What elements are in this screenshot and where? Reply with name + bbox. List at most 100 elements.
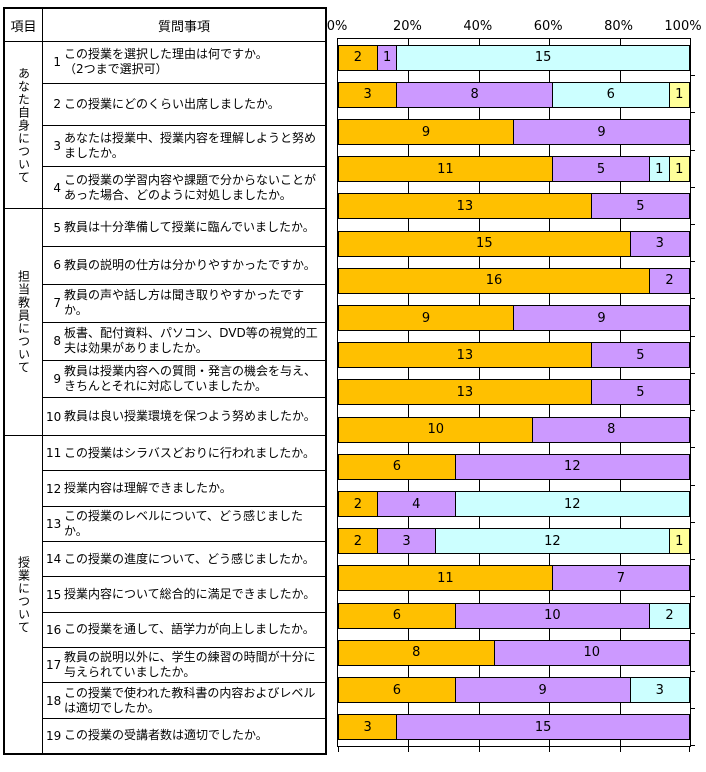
segment-value-label: 5 [636, 198, 645, 214]
bar-segment: 3 [630, 678, 689, 703]
question-text: この授業の進度について、どう感じましたか。 [64, 551, 315, 566]
segment-value-label: 8 [412, 645, 421, 661]
bar-row: 6 12 [338, 448, 690, 485]
segment-value-label: 5 [596, 161, 606, 177]
category-axis-tick [690, 707, 695, 709]
group-cell: 担当教員について [5, 209, 43, 436]
question-number: 13 [46, 516, 62, 531]
stacked-bar: 3 15 [338, 714, 690, 741]
segment-value-label: 1 [675, 161, 684, 177]
question-row: 3 あなたは授業中、授業内容を理解しようと努めましたか。 [43, 126, 325, 168]
bar-row: 13 5 [338, 374, 690, 411]
group-question-column: 11 この授業はシラバスどおりに行われましたか。 12 授業内容は理解できましたか。 1… [43, 436, 325, 753]
question-number: 1 [53, 55, 61, 70]
axis-tick-label: 80% [604, 19, 634, 34]
segment-value-label: 15 [534, 50, 552, 66]
axis-tick-label: 20% [392, 19, 422, 34]
table-header-row: 項目 質問事項 [5, 9, 325, 42]
question-row: 16 この授業を通して、語学力が向上しましたか。 [43, 613, 325, 649]
segment-value-label: 4 [412, 496, 421, 512]
question-row: 17 教員の説明以外に、学生の練習の時間が十分に与えられていましたか。 [43, 648, 325, 684]
category-axis-tick [690, 558, 695, 560]
stacked-bar: 13 5 [338, 342, 690, 369]
question-number: 18 [46, 693, 62, 708]
bar-segment: 12 [455, 454, 689, 479]
question-group-section: 担当教員について 5 教員は十分準備して授業に臨んでいましたか。 6 教員の説明の仕方は… [5, 209, 325, 437]
bar-row: 11 7 [338, 560, 690, 597]
segment-value-label: 6 [606, 87, 615, 103]
segment-value-label: 13 [456, 347, 474, 363]
question-number: 19 [46, 728, 62, 743]
stacked-bar: 2 4 12 [338, 491, 690, 518]
segment-value-label: 11 [437, 570, 454, 586]
stacked-bar: 2 1 15 [338, 44, 690, 71]
category-axis-tick [690, 75, 695, 77]
group-question-column: 1 この授業を選択した理由は何ですか。 （2つまで選択可） 2 この授業にどのくらい出… [43, 42, 325, 208]
category-axis-tick [690, 670, 695, 672]
question-text: 教員は十分準備して授業に臨んでいましたか。 [64, 220, 315, 235]
segment-value-label: 6 [392, 459, 401, 475]
bar-segment: 15 [397, 45, 689, 70]
segment-value-label: 2 [665, 608, 674, 624]
question-text: この授業で使われた教科書の内容およびレベルは適切でしたか。 [64, 685, 316, 715]
question-number: 11 [46, 446, 62, 461]
segment-value-label: 12 [564, 496, 581, 512]
segment-value-label: 5 [636, 347, 645, 363]
category-axis-tick [690, 521, 695, 523]
stacked-bar: 10 8 [338, 416, 690, 443]
segment-value-label: 3 [402, 533, 411, 549]
bar-segment: 2 [339, 492, 378, 517]
question-number: 9 [53, 371, 61, 386]
axis-tick-label: 0% [326, 19, 348, 34]
question-row: 5 教員は十分準備して授業に臨んでいましたか。 [43, 209, 325, 248]
stacked-bar: 11 7 [338, 565, 690, 592]
bar-segment: 9 [339, 120, 514, 144]
bar-row: 11 5 1 1 [338, 151, 690, 188]
category-axis-tick [690, 298, 695, 300]
segment-value-label: 2 [353, 496, 363, 512]
category-axis-tick [690, 447, 695, 449]
question-row: 6 教員の説明の仕方は分かりやすかったですか。 [43, 247, 325, 285]
bar-segment: 13 [339, 380, 592, 405]
segment-value-label: 2 [353, 533, 363, 549]
bar-row: 6 10 2 [338, 597, 690, 634]
bar-segment: 13 [339, 194, 592, 219]
category-axis-tick [690, 372, 695, 374]
segment-value-label: 10 [583, 645, 601, 661]
question-number: 17 [46, 658, 62, 673]
bar-row: 2 3 12 1 [338, 523, 690, 560]
question-column-header: 質問事項 [157, 19, 210, 35]
category-axis-tick [690, 410, 695, 412]
stacked-bar: 16 2 [338, 267, 690, 294]
bar-segment: 6 [339, 678, 456, 703]
bar-segment: 6 [339, 603, 456, 628]
segment-value-label: 8 [470, 87, 479, 103]
bar-segment: 8 [339, 640, 495, 665]
bar-segment: 15 [397, 715, 689, 740]
bar-segment: 5 [552, 157, 651, 182]
bar-segment: 1 [650, 157, 670, 182]
segment-value-label: 13 [456, 384, 474, 400]
bar-segment: 13 [339, 343, 592, 368]
segment-value-label: 2 [353, 50, 363, 66]
bar-segment: 11 [339, 566, 553, 591]
question-row: 10 教員は良い授業環境を保つよう努めましたか。 [43, 398, 325, 435]
bar-segment: 9 [455, 678, 631, 703]
group-cell: あなた自身について [5, 42, 43, 209]
bar-segment: 9 [514, 120, 689, 144]
segment-value-label: 9 [597, 310, 606, 326]
question-group-section: あなた自身について 1 この授業を選択した理由は何ですか。 （2つまで選択可） 2 この… [5, 42, 325, 210]
segment-value-label: 12 [544, 533, 561, 549]
question-row: 19 この授業の受講者数は適切でしたか。 [43, 719, 325, 753]
question-text: 教員の説明の仕方は分かりやすかったですか。 [64, 257, 316, 272]
bar-segment: 1 [669, 82, 689, 107]
segment-value-label: 8 [607, 422, 616, 438]
question-row: 7 教員の声や話し方は聞き取りやすかったですか。 [43, 285, 325, 323]
bar-segment: 9 [514, 306, 689, 331]
question-row: 18 この授業で使われた教科書の内容およびレベルは適切でしたか。 [43, 683, 325, 719]
segment-value-label: 3 [363, 87, 372, 103]
stacked-bar: 6 12 [338, 453, 690, 480]
